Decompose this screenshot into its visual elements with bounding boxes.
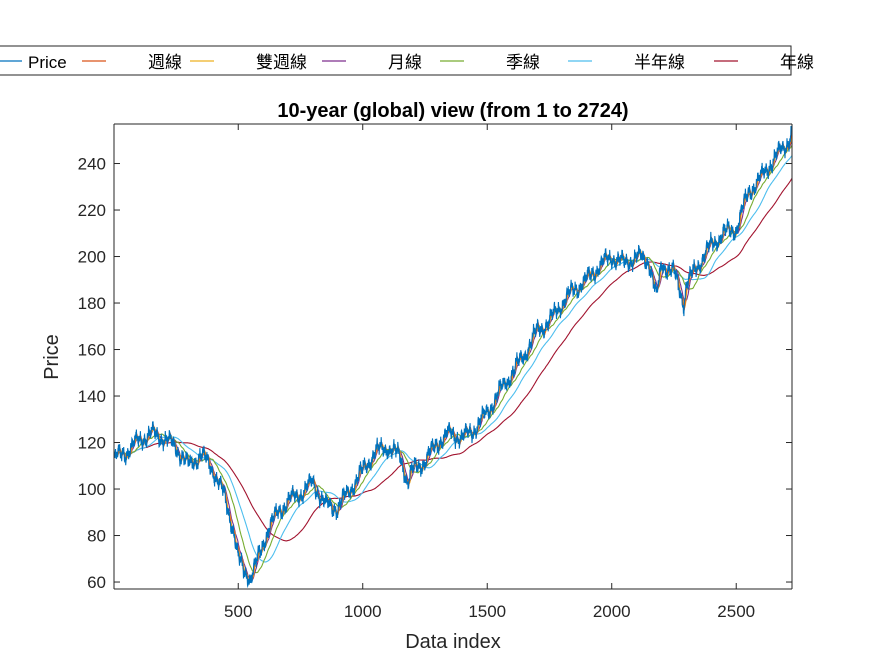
y-tick-label: 120 bbox=[78, 434, 106, 453]
y-tick-label: 220 bbox=[78, 201, 106, 220]
y-tick-label: 60 bbox=[87, 573, 106, 592]
legend-label: 半年線 bbox=[634, 53, 685, 72]
y-tick-label: 240 bbox=[78, 155, 106, 174]
x-tick-label: 2500 bbox=[717, 602, 755, 621]
legend-item-4: 季線 bbox=[440, 53, 540, 72]
y-tick-label: 80 bbox=[87, 527, 106, 546]
x-tick-label: 1500 bbox=[468, 602, 506, 621]
legend-label: Price bbox=[28, 53, 67, 72]
plot-area bbox=[114, 124, 792, 589]
legend: Price 週線 雙週線 月線 季線 半年線 年線 bbox=[0, 45, 814, 76]
legend-box bbox=[0, 45, 792, 76]
legend-label: 雙週線 bbox=[256, 53, 307, 72]
legend-items: Price 週線 雙週線 月線 季線 半年線 年線 bbox=[0, 53, 814, 72]
series-layer bbox=[113, 125, 793, 589]
legend-label: 週線 bbox=[148, 53, 182, 72]
legend-label: 月線 bbox=[388, 53, 422, 72]
legend-label: 年線 bbox=[780, 53, 814, 72]
legend-label: 季線 bbox=[506, 53, 540, 72]
y-axis-label: Price bbox=[41, 334, 63, 380]
legend-item-3: 月線 bbox=[322, 53, 422, 72]
legend-item-2: 雙週線 bbox=[190, 53, 307, 72]
legend-item-0: Price bbox=[0, 53, 67, 72]
x-ticks: 500 1000 1500 2000 2500 bbox=[224, 124, 755, 621]
y-tick-label: 160 bbox=[78, 341, 106, 360]
x-axis-label: Data index bbox=[405, 631, 501, 653]
y-tick-label: 140 bbox=[78, 387, 106, 406]
series-line-0 bbox=[113, 125, 793, 589]
x-tick-label: 500 bbox=[224, 602, 252, 621]
legend-item-1: 週線 bbox=[82, 53, 182, 72]
legend-item-5: 半年線 bbox=[568, 53, 685, 72]
legend-item-6: 年線 bbox=[714, 53, 814, 72]
x-tick-label: 1000 bbox=[344, 602, 382, 621]
chart-title: 10-year (global) view (from 1 to 2724) bbox=[277, 100, 628, 122]
y-tick-label: 200 bbox=[78, 248, 106, 267]
axes-frame bbox=[113, 123, 793, 590]
series-line-4 bbox=[113, 145, 793, 574]
series-line-6 bbox=[113, 178, 793, 542]
y-tick-label: 180 bbox=[78, 294, 106, 313]
x-tick-label: 2000 bbox=[593, 602, 631, 621]
y-ticks: 60 80 100 120 140 160 180 200 220 240 bbox=[78, 155, 792, 592]
y-tick-label: 100 bbox=[78, 480, 106, 499]
